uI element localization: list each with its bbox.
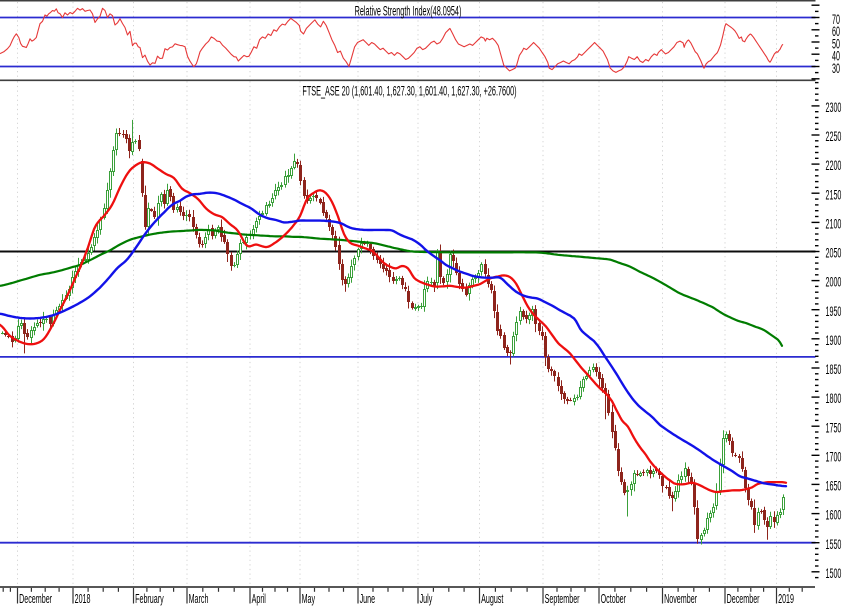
svg-text:1700: 1700 — [826, 450, 842, 465]
svg-text:30: 30 — [832, 62, 840, 77]
svg-text:December: December — [727, 593, 760, 606]
svg-text:2250: 2250 — [826, 130, 842, 145]
svg-text:2018: 2018 — [75, 593, 91, 606]
svg-text:Relative Strength Index(48.095: Relative Strength Index(48.0954) — [355, 4, 462, 19]
svg-text:June: June — [360, 593, 376, 606]
svg-text:July: July — [420, 593, 433, 606]
svg-text:August: August — [481, 593, 503, 606]
svg-text:March: March — [189, 593, 209, 606]
svg-text:October: October — [601, 593, 627, 606]
svg-text:2150: 2150 — [826, 188, 842, 203]
svg-text:November: November — [664, 593, 697, 606]
svg-text:1600: 1600 — [826, 508, 842, 523]
svg-text:1650: 1650 — [826, 479, 842, 494]
svg-text:September: September — [545, 593, 580, 606]
svg-text:50: 50 — [832, 37, 840, 52]
svg-text:2200: 2200 — [826, 159, 842, 174]
svg-text:60: 60 — [832, 25, 840, 40]
svg-text:1900: 1900 — [826, 334, 842, 349]
svg-text:April: April — [252, 593, 266, 606]
svg-text:December: December — [19, 593, 52, 606]
svg-text:1550: 1550 — [826, 538, 842, 553]
svg-text:1850: 1850 — [826, 363, 842, 378]
svg-text:FTSE_ASE 20 (1,601.40, 1,627.3: FTSE_ASE 20 (1,601.40, 1,627.30, 1,601.4… — [302, 84, 516, 99]
svg-text:40: 40 — [832, 49, 840, 64]
svg-text:70: 70 — [832, 13, 840, 28]
svg-text:February: February — [135, 593, 164, 606]
svg-text:1950: 1950 — [826, 305, 842, 320]
svg-text:2019: 2019 — [778, 593, 794, 606]
svg-text:1500: 1500 — [826, 567, 842, 582]
svg-text:2100: 2100 — [826, 217, 842, 232]
svg-text:2000: 2000 — [826, 275, 842, 290]
svg-text:2050: 2050 — [826, 246, 842, 261]
svg-text:May: May — [302, 593, 316, 606]
svg-text:1750: 1750 — [826, 421, 842, 436]
svg-text:2300: 2300 — [826, 101, 842, 116]
svg-text:1800: 1800 — [826, 392, 842, 407]
